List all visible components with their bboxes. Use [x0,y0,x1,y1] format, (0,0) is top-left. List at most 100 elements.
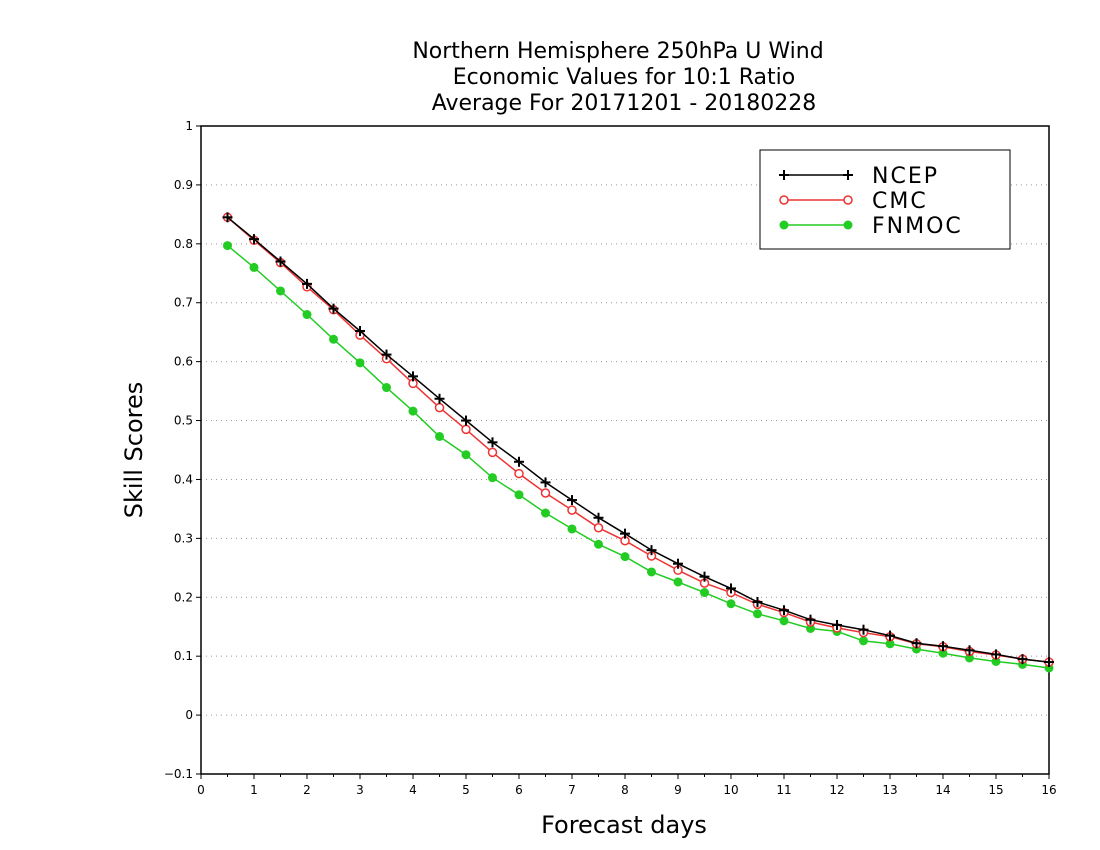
x-axis-label: Forecast days [541,811,707,839]
data-point-ncep [646,545,657,556]
data-point-ncep [620,528,630,539]
data-point-ncep [355,326,365,337]
data-point-ncep [461,415,471,426]
chart-title-line-2: Economic Values for 10:1 Ratio [453,65,795,90]
data-point-ncep [302,278,312,289]
legend-label-ncep: NCEP [872,164,939,189]
data-point-fnmoc [461,450,471,460]
y-tick-label: 0.4 [174,472,193,486]
data-point-fnmoc [991,656,1001,666]
x-tick-label: 16 [1041,783,1056,797]
data-point-ncep [1017,654,1028,665]
data-point-ncep [938,641,948,652]
series-line-fnmoc [227,245,1050,669]
y-tick-label: 0 [185,708,193,722]
legend-label-cmc: CMC [872,189,928,214]
data-point-fnmoc [408,406,418,416]
y-tick-label: 0.2 [174,590,193,604]
data-point-fnmoc [514,490,524,500]
x-tick-label: 12 [829,783,844,797]
y-tick-label: 0.3 [174,531,193,545]
y-tick-label: 0.7 [174,296,193,310]
axis-ticks: −0.100.10.20.30.40.50.60.70.80.910 1 2 3 4 5 6… [164,119,1057,797]
data-point-ncep [275,256,286,267]
legend-marker-fnmoc [843,220,853,230]
data-point-ncep [832,619,842,630]
series-cmc [222,212,1054,667]
data-point-ncep [434,393,445,404]
data-point-ncep [514,456,524,467]
data-point-ncep [222,212,233,223]
data-point-fnmoc [435,431,444,441]
data-point-fnmoc [382,383,391,393]
data-point-fnmoc [620,552,630,562]
y-tick-label: 1 [185,119,193,133]
x-tick-label: 10 [723,783,738,797]
data-point-fnmoc [806,623,815,633]
data-point-fnmoc [488,473,497,483]
series-line-ncep [227,216,1050,663]
data-point-ncep [487,437,498,448]
y-tick-label: 0.5 [174,414,193,428]
x-tick-label: 3 [356,783,364,797]
data-point-fnmoc [885,639,895,649]
data-point-cmc [514,468,524,479]
data-point-fnmoc [223,241,232,251]
legend-entry-cmc: CMC [779,189,928,214]
legend-marker-cmc [779,195,789,205]
chart-title-line-1: Northern Hemisphere 250hPa U Wind [412,39,823,64]
series-layer [222,212,1054,673]
data-point-ncep [885,630,895,641]
x-tick-label: 7 [568,783,576,797]
data-point-fnmoc [726,599,736,609]
y-tick-label: 0.8 [174,237,193,251]
data-point-fnmoc [249,262,259,272]
y-tick-label: 0.6 [174,355,193,369]
chart-title-line-3: Average For 20171201 - 20180228 [432,91,817,116]
y-axis-label: Skill Scores [120,382,148,519]
data-point-fnmoc [647,567,656,577]
x-tick-label: 0 [197,783,205,797]
data-point-ncep [381,349,392,360]
data-point-ncep [673,558,683,569]
legend-marker-ncep [843,170,853,180]
data-point-ncep [593,512,604,523]
data-point-cmc [461,424,471,435]
x-tick-label: 1 [250,783,258,797]
data-point-cmc [567,505,577,515]
data-point-ncep [567,495,577,506]
data-point-fnmoc [355,358,365,368]
x-tick-label: 13 [882,783,897,797]
series-line-cmc [227,216,1050,663]
x-tick-label: 14 [935,783,950,797]
data-point-fnmoc [938,648,948,658]
data-point-fnmoc [673,577,683,587]
legend-marker-fnmoc [779,220,789,230]
legend-entry-ncep: NCEP [779,164,939,189]
data-point-fnmoc [965,653,974,663]
legend-marker-cmc [843,195,853,205]
data-point-fnmoc [779,616,789,626]
x-tick-label: 8 [621,783,629,797]
x-tick-label: 2 [303,783,311,797]
legend-entry-fnmoc: FNMOC [779,214,961,239]
y-tick-label: −0.1 [164,767,193,781]
data-point-fnmoc [541,508,550,518]
data-point-fnmoc [594,539,603,549]
series-fnmoc [223,241,1054,673]
x-tick-label: 11 [776,783,791,797]
data-point-fnmoc [276,286,285,296]
x-tick-label: 4 [409,783,417,797]
data-point-ncep [249,234,259,245]
x-tick-label: 6 [515,783,523,797]
data-point-ncep [805,614,816,625]
data-point-cmc [434,402,445,413]
series-ncep [222,212,1054,668]
data-point-fnmoc [329,334,338,344]
y-tick-label: 0.9 [174,178,193,192]
data-point-fnmoc [859,636,868,646]
data-point-ncep [752,596,763,607]
data-point-ncep [726,583,736,594]
